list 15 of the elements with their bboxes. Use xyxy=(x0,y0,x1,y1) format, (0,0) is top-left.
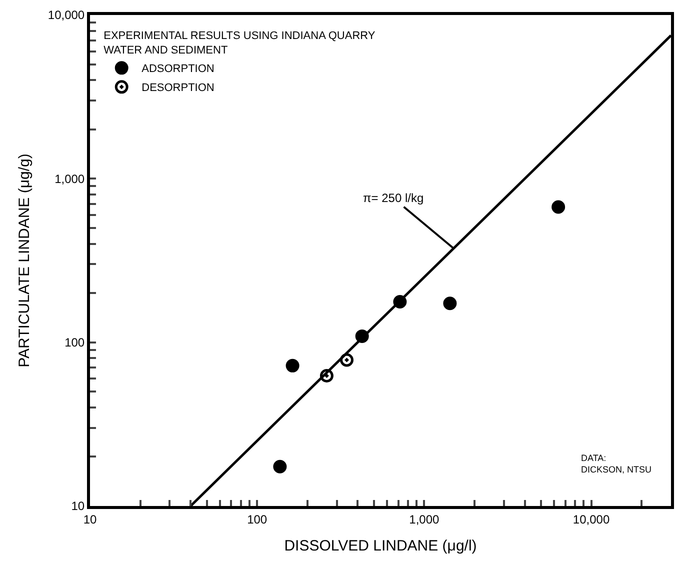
legend-label: DESORPTION xyxy=(142,82,214,94)
y-axis-title: PARTICULATE LINDANE (μg/g) xyxy=(16,154,34,368)
y-tick-label: 10 xyxy=(71,499,85,514)
legend-title: EXPERIMENTAL RESULTS USING INDIANA QUARRY WATER AND SEDIMENT xyxy=(104,30,376,56)
annotation: DATA: DICKSON, NTSU xyxy=(581,453,652,475)
y-tick-label: 100 xyxy=(64,336,85,350)
x-tick-label: 1,000 xyxy=(409,512,440,526)
y-tick-label: 1,000 xyxy=(54,172,85,186)
legend-label: ADSORPTION xyxy=(142,63,214,76)
x-tick-label: 10 xyxy=(83,512,97,526)
x-axis-title: DISSOLVED LINDANE (μg/l) xyxy=(284,537,477,554)
y-tick-label: 10,000 xyxy=(48,8,85,22)
annotation: π= 250 l/kg xyxy=(363,191,424,205)
x-tick-label: 100 xyxy=(247,512,268,526)
x-tick-label: 10,000 xyxy=(572,512,610,526)
